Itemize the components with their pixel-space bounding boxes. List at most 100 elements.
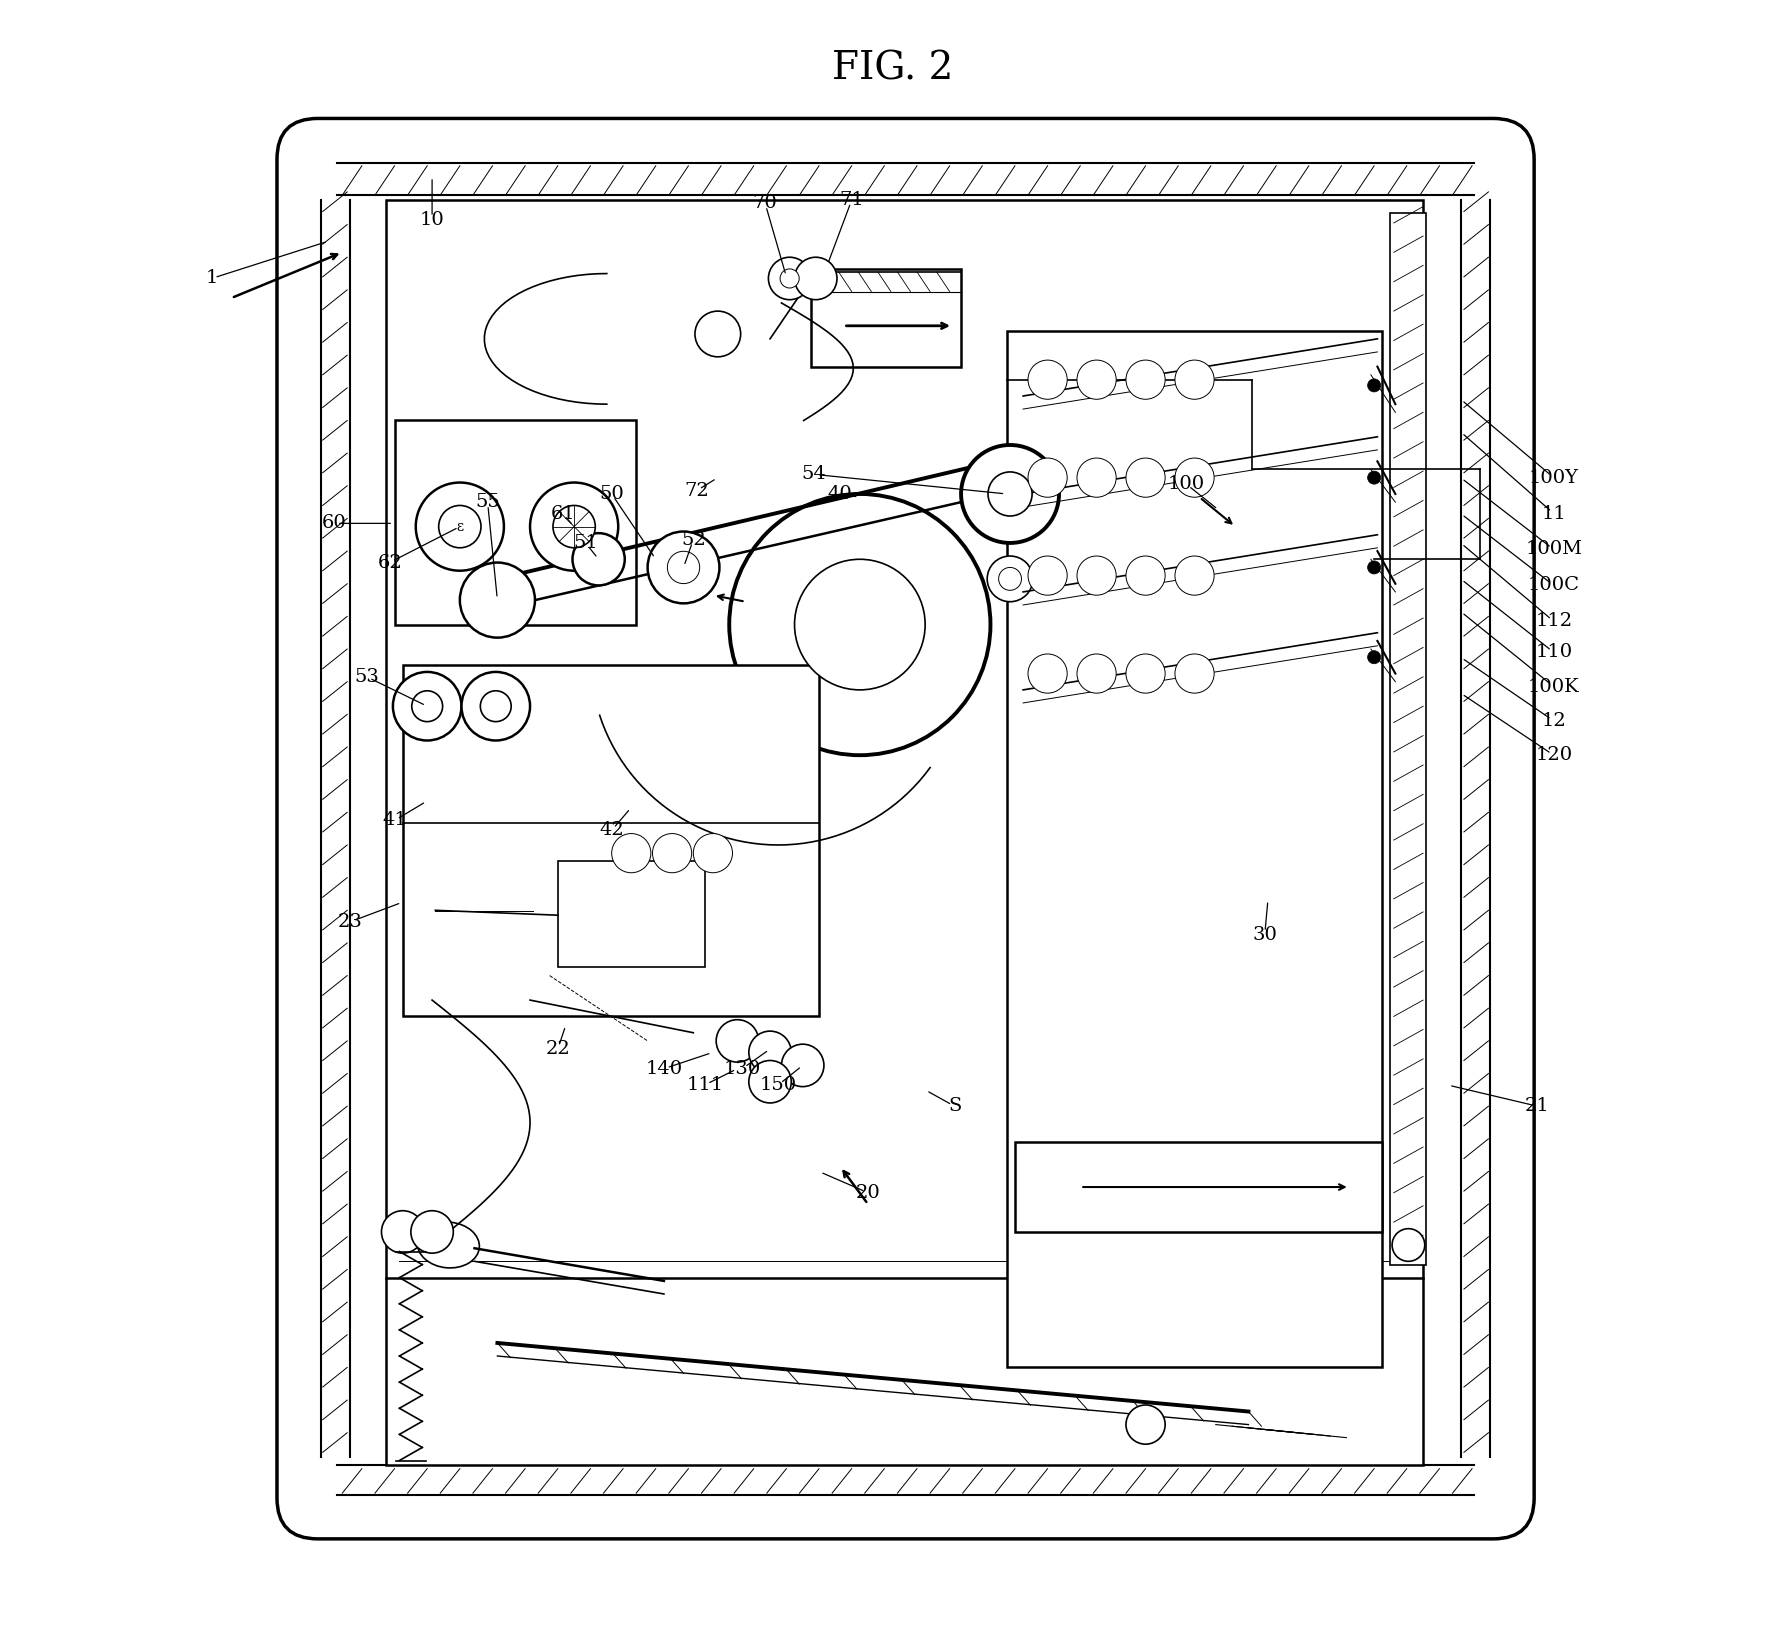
Circle shape [694,312,741,356]
Text: 10: 10 [419,210,444,228]
Text: 51: 51 [573,533,598,551]
Circle shape [612,834,652,873]
Text: 12: 12 [1542,712,1565,730]
Text: 140: 140 [646,1060,682,1078]
Circle shape [1126,556,1166,596]
Text: 11: 11 [1542,504,1565,522]
Circle shape [530,482,618,571]
Circle shape [439,505,480,548]
Circle shape [653,834,691,873]
Text: 120: 120 [1535,747,1573,765]
Circle shape [987,556,1034,602]
Text: 100Y: 100Y [1528,469,1578,487]
Circle shape [693,834,732,873]
Circle shape [1126,655,1166,693]
Bar [1016,1142,1382,1232]
Circle shape [716,1019,759,1062]
Circle shape [780,269,800,289]
Text: 1: 1 [205,269,218,287]
Circle shape [553,505,594,548]
Circle shape [794,258,837,300]
Circle shape [782,1044,825,1086]
Text: S: S [948,1098,960,1116]
Circle shape [1076,556,1116,596]
Text: 100: 100 [1167,476,1205,494]
Text: FIG. 2: FIG. 2 [832,51,953,89]
Circle shape [411,1211,453,1254]
Text: 100M: 100M [1524,540,1582,558]
Text: 21: 21 [1524,1098,1549,1116]
Circle shape [1392,1229,1424,1262]
Circle shape [989,473,1032,515]
Circle shape [1028,556,1067,596]
Circle shape [648,532,719,604]
Text: 111: 111 [685,1076,723,1095]
Circle shape [1367,561,1380,574]
Circle shape [1028,655,1067,693]
Circle shape [998,568,1021,591]
Text: 130: 130 [723,1060,760,1078]
Text: ε: ε [457,520,464,533]
Text: 50: 50 [600,486,625,504]
Text: 30: 30 [1253,926,1278,944]
Circle shape [960,445,1059,543]
Circle shape [1076,359,1116,399]
Text: 55: 55 [475,494,500,510]
Circle shape [1028,359,1067,399]
Text: 110: 110 [1535,643,1573,661]
Circle shape [382,1211,423,1254]
Circle shape [1175,458,1214,497]
Circle shape [750,1031,791,1073]
Text: 112: 112 [1535,612,1573,630]
Circle shape [730,494,991,755]
Bar [1391,213,1426,1265]
Text: 100C: 100C [1528,576,1580,594]
Ellipse shape [418,1223,480,1268]
Text: 70: 70 [753,194,778,212]
Text: 52: 52 [680,530,705,548]
Text: 150: 150 [760,1076,796,1095]
Circle shape [1076,655,1116,693]
Text: 62: 62 [377,553,402,571]
Circle shape [573,533,625,586]
Bar [557,862,705,968]
Text: 40: 40 [828,486,853,504]
Circle shape [1367,651,1380,663]
Circle shape [794,560,925,689]
Circle shape [750,1060,791,1103]
Circle shape [1076,458,1116,497]
Bar [386,200,1423,1465]
Circle shape [416,482,503,571]
Text: 42: 42 [600,820,625,839]
Circle shape [1175,556,1214,596]
Text: 60: 60 [321,514,346,532]
Circle shape [1126,359,1166,399]
Circle shape [1367,471,1380,484]
Text: 54: 54 [801,466,826,484]
Text: 41: 41 [382,812,407,829]
Circle shape [461,563,536,638]
Bar [403,665,819,1016]
Circle shape [668,551,700,584]
Text: 23: 23 [337,912,362,930]
Text: 22: 22 [546,1040,569,1058]
FancyBboxPatch shape [277,118,1533,1539]
Circle shape [1126,458,1166,497]
Bar [810,269,960,366]
Text: 20: 20 [855,1183,880,1201]
Circle shape [480,691,511,722]
Circle shape [462,671,530,740]
Circle shape [1175,655,1214,693]
Bar [1007,331,1382,1367]
Text: 72: 72 [684,482,709,501]
Circle shape [1028,458,1067,497]
Text: 71: 71 [839,190,864,208]
Circle shape [1126,1405,1166,1444]
Circle shape [1175,359,1214,399]
Text: 61: 61 [550,504,575,522]
Circle shape [1367,379,1380,392]
Circle shape [768,258,810,300]
Circle shape [393,671,462,740]
Text: 53: 53 [355,668,378,686]
Bar [394,420,635,625]
